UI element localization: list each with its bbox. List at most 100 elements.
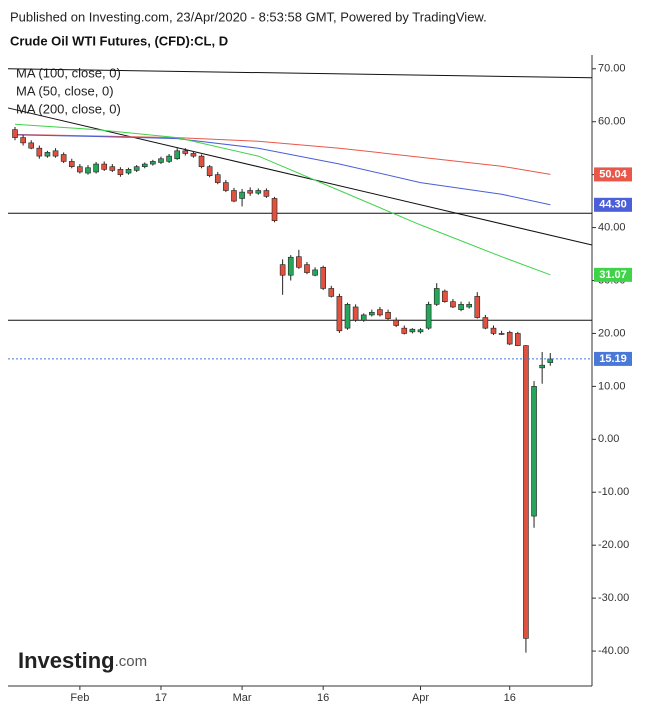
candle-body — [182, 150, 189, 154]
legend-entry: MA (200, close, 0) — [16, 101, 121, 116]
candle-body — [296, 256, 302, 268]
ma-end-label: 44.30 — [599, 199, 627, 211]
x-tick-label: Feb — [70, 692, 89, 704]
ma-end-label-box — [594, 197, 632, 212]
candle-body — [450, 301, 456, 308]
candle-body — [166, 155, 172, 162]
candle-body — [174, 150, 180, 160]
candle-body — [101, 163, 108, 170]
candle-body — [133, 166, 140, 171]
price-label: 15.19 — [599, 353, 627, 365]
candle-body — [320, 266, 326, 289]
candle-body — [287, 256, 294, 276]
candle-body — [117, 169, 124, 175]
candle-body — [523, 345, 529, 639]
x-tick-label: Mar — [233, 692, 252, 704]
candle-body — [271, 198, 278, 221]
candle-body — [547, 358, 554, 363]
candle-body — [482, 317, 489, 329]
candle-body — [458, 304, 464, 310]
candle-body — [158, 158, 164, 163]
candle-body — [515, 333, 521, 346]
y-tick-label: -40.00 — [598, 645, 629, 657]
ma-line — [14, 134, 551, 206]
candle-body — [141, 163, 148, 167]
candle-body — [425, 304, 432, 329]
candle-body — [344, 304, 351, 329]
candle-body — [231, 190, 237, 202]
candle-body — [279, 264, 286, 276]
ma-end-label-box — [594, 267, 632, 282]
candle-body — [12, 129, 18, 138]
candle-body — [77, 166, 83, 173]
candle-body — [328, 288, 335, 297]
y-tick-label: 10.00 — [598, 380, 626, 392]
candle-body — [150, 161, 156, 165]
candle-body — [490, 327, 497, 334]
candle-body — [85, 167, 91, 174]
candle-body — [36, 147, 43, 157]
header: Published on Investing.com, 23/Apr/2020 … — [10, 9, 487, 24]
legend-entry: MA (100, close, 0) — [16, 65, 121, 80]
chart-title: Crude Oil WTI Futures, (CFD):CL, D — [10, 33, 228, 48]
y-tick-label: 20.00 — [598, 327, 626, 339]
candle-body — [336, 296, 343, 332]
candle-body — [401, 327, 408, 334]
ma-line — [14, 123, 551, 276]
logo-suffix: .com — [115, 653, 148, 670]
candle-body — [312, 269, 318, 276]
candle-body — [223, 182, 229, 191]
candle-body — [93, 163, 99, 173]
candle-body — [190, 153, 197, 157]
legend-entry: MA (50, close, 0) — [16, 83, 114, 98]
x-tick-label: 16 — [317, 692, 329, 704]
candle-body — [531, 386, 537, 517]
candle-body — [247, 190, 253, 194]
y-tick-label: 70.00 — [598, 63, 626, 75]
candle-body — [304, 264, 310, 273]
candle-body — [433, 288, 440, 305]
candle-body — [68, 161, 75, 167]
logo-main: Investing — [18, 648, 115, 673]
candle-body — [28, 142, 35, 149]
candle-body — [498, 333, 505, 335]
candle-body — [206, 166, 213, 176]
logo: Investing.com — [18, 648, 147, 673]
candle-body — [239, 191, 245, 199]
y-tick-label: 60.00 — [598, 116, 626, 128]
x-tick-label: Apr — [412, 692, 429, 704]
y-tick-label: 40.00 — [598, 221, 626, 233]
candle-body — [409, 328, 416, 333]
candle-body — [109, 166, 116, 171]
y-tick-label: 0.00 — [598, 433, 619, 445]
candle-body — [393, 319, 399, 326]
candle-body — [198, 155, 205, 167]
candle-body — [44, 152, 51, 157]
ma-end-label: 31.07 — [599, 269, 627, 281]
candle-body — [52, 150, 59, 157]
candle-body — [125, 169, 132, 174]
candle-body — [20, 137, 26, 144]
candle-body — [255, 190, 262, 194]
trend-line — [7, 107, 593, 246]
candle-body — [263, 190, 270, 197]
candle-body — [352, 306, 359, 321]
ma-end-label-box — [594, 167, 632, 182]
candle-body — [360, 314, 367, 321]
candle-body — [442, 290, 448, 302]
y-tick-label: -20.00 — [598, 539, 629, 551]
price-label-box — [594, 351, 632, 366]
candle-body — [506, 332, 513, 345]
candle-body — [377, 309, 383, 316]
candle-body — [60, 154, 67, 162]
y-tick-label: -10.00 — [598, 486, 629, 498]
candle-body — [417, 329, 424, 333]
ma-line — [14, 133, 551, 175]
candle-body — [539, 364, 545, 369]
y-tick-label: -30.00 — [598, 592, 629, 604]
ma-end-label: 50.04 — [599, 168, 627, 180]
x-tick-label: 17 — [155, 692, 167, 704]
candle-body — [369, 311, 375, 316]
x-tick-label: 16 — [504, 692, 516, 704]
